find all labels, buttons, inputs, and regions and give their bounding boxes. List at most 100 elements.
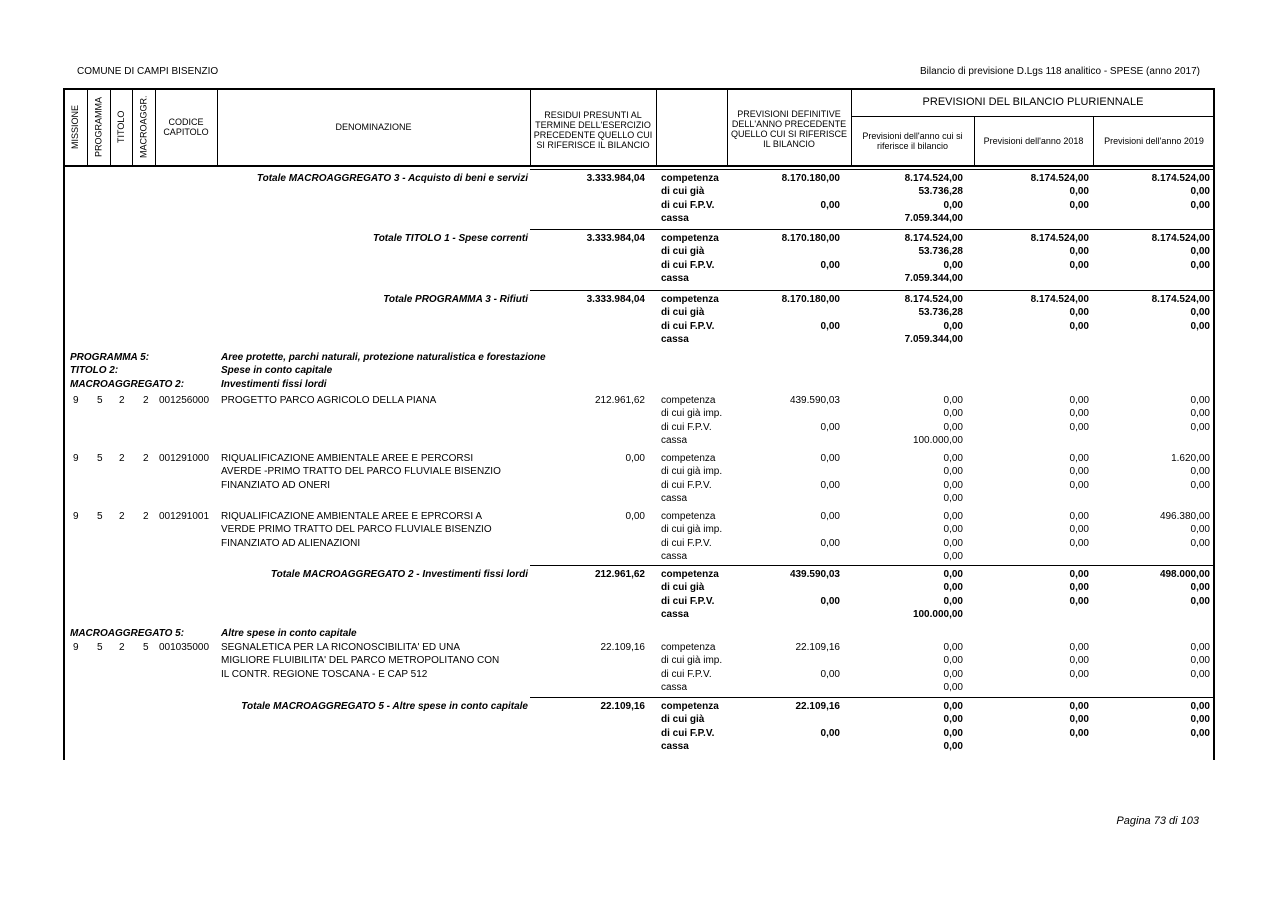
- row-label: cassa: [661, 493, 688, 505]
- amount: 0,00: [1190, 395, 1210, 406]
- amount: 0,00: [820, 668, 840, 680]
- column-header: Previsioni dell'anno 2018: [983, 135, 1084, 146]
- amount: 0,00: [1190, 320, 1210, 332]
- row-label: di cui F.P.V.: [661, 421, 712, 433]
- footer: Pagina 73 di 103: [1116, 815, 1199, 827]
- row-label: competenza: [661, 642, 716, 653]
- amount: 0,00: [943, 408, 963, 420]
- amount: 0,00: [820, 453, 840, 464]
- row-label: di cui F.P.V.: [661, 537, 712, 549]
- residui-value: 3.333.984,04: [586, 294, 645, 305]
- amount: 8.170.180,00: [781, 233, 840, 244]
- row-label: cassa: [661, 213, 689, 225]
- amount: 53.736,28: [918, 186, 964, 198]
- description: PROGETTO PARCO AGRICOLO DELLA PIANA: [221, 395, 437, 406]
- rule: [851, 88, 852, 165]
- amount: 0,00: [1190, 408, 1210, 420]
- amount: 0,00: [1190, 466, 1210, 478]
- row-label: cassa: [661, 435, 688, 447]
- rule: [63, 165, 65, 760]
- amount: 22.109,16: [795, 701, 841, 712]
- rule: [530, 169, 1215, 170]
- rule: [1093, 116, 1094, 165]
- amount: 7.059.344,00: [904, 213, 963, 225]
- amount: 0,00: [943, 682, 963, 694]
- amount: 0,00: [1069, 246, 1089, 258]
- amount: 0,00: [943, 582, 963, 594]
- total-label: Totale PROGRAMMA 3 - Rifiuti: [383, 294, 528, 305]
- amount: 0,00: [943, 421, 963, 433]
- rule: [63, 88, 65, 165]
- row-label: di cui già imp.: [661, 466, 723, 478]
- amount: 0,00: [1190, 199, 1210, 211]
- code: 5: [97, 642, 103, 653]
- heading-label: PROGRAMMA 5:: [70, 352, 150, 363]
- heading-label: MACROAGGREGATO 5:: [70, 628, 185, 639]
- amount: 0,00: [1190, 582, 1210, 594]
- amount: 8.174.524,00: [904, 233, 963, 244]
- code: 2: [143, 453, 149, 464]
- amount: 439.590,03: [789, 395, 840, 406]
- amount: 0,00: [1069, 595, 1089, 607]
- row-label: di cui F.P.V.: [661, 259, 715, 271]
- row-label: di cui già imp.: [661, 524, 723, 536]
- amount: 0,00: [1069, 714, 1089, 726]
- residui-value: 212.961,62: [594, 569, 645, 580]
- amount: 0,00: [1069, 453, 1089, 464]
- amount: 0,00: [943, 655, 963, 667]
- amount: 1.620,00: [1171, 453, 1210, 464]
- code: 2: [143, 511, 149, 522]
- heading-text: Spese in conto capitale: [221, 365, 333, 377]
- amount: 8.170.180,00: [781, 173, 840, 184]
- column-header: CODICE CAPITOLO: [163, 116, 209, 137]
- amount: 0,00: [1190, 307, 1210, 319]
- description: SEGNALETICA PER LA RICONOSCIBILITA' ED U…: [221, 642, 461, 653]
- rule: [530, 697, 1215, 698]
- amount: 100.000,00: [912, 435, 963, 447]
- amount: 0,00: [943, 466, 963, 478]
- code: 2: [119, 642, 125, 653]
- amount: 0,00: [943, 741, 963, 753]
- code: 9: [73, 453, 79, 464]
- row-label: cassa: [661, 741, 689, 753]
- rule: [1213, 165, 1215, 760]
- amount: 0,00: [1069, 511, 1089, 522]
- heading-text: Altre spese in conto capitale: [221, 628, 357, 639]
- description: RIQUALIFICAZIONE AMBIENTALE AREE E PERCO…: [221, 453, 474, 464]
- amount: 0,00: [820, 511, 840, 522]
- column-header: Previsioni dell'anno 2019: [1104, 135, 1204, 146]
- description: AVERDE -PRIMO TRATTO DEL PARCO FLUVIALE …: [221, 466, 501, 478]
- code: 001291000: [159, 453, 210, 464]
- amount: 439.590,03: [789, 569, 840, 580]
- amount: 496.380,00: [1159, 511, 1210, 522]
- code: 2: [119, 395, 125, 406]
- amount: 0,00: [943, 320, 963, 332]
- row-label: di cui F.P.V.: [661, 668, 712, 680]
- code: 5: [97, 511, 103, 522]
- amount: 8.174.524,00: [1151, 233, 1210, 244]
- rule: [656, 88, 657, 165]
- amount: 0,00: [943, 714, 963, 726]
- residui-value: 0,00: [625, 511, 645, 522]
- amount: 0,00: [1069, 466, 1089, 478]
- amount: 0,00: [1069, 582, 1089, 594]
- amount: 0,00: [1069, 655, 1089, 667]
- amount: 0,00: [943, 727, 963, 739]
- description: FINANZIATO AD ALIENAZIONI: [221, 537, 361, 549]
- amount: 8.174.524,00: [904, 294, 963, 305]
- total-label: Totale TITOLO 1 - Spese correnti: [372, 233, 528, 244]
- amount: 22.109,16: [795, 642, 841, 653]
- description: MIGLIORE FLUIBILITA' DEL PARCO METROPOLI…: [221, 655, 500, 667]
- rule: [63, 88, 1215, 90]
- row-label: competenza: [661, 701, 719, 712]
- amount: 7.059.344,00: [904, 334, 963, 346]
- amount: 0,00: [1069, 320, 1089, 332]
- amount: 0,00: [1069, 307, 1089, 319]
- amount: 0,00: [1190, 537, 1210, 549]
- amount: 0,00: [943, 569, 963, 580]
- code: 001291001: [159, 511, 210, 522]
- code: 2: [119, 453, 125, 464]
- row-label: di cui F.P.V.: [661, 199, 715, 211]
- amount: 8.174.524,00: [1030, 233, 1089, 244]
- total-label: Totale MACROAGGREGATO 3 - Acquisto di be…: [256, 173, 528, 184]
